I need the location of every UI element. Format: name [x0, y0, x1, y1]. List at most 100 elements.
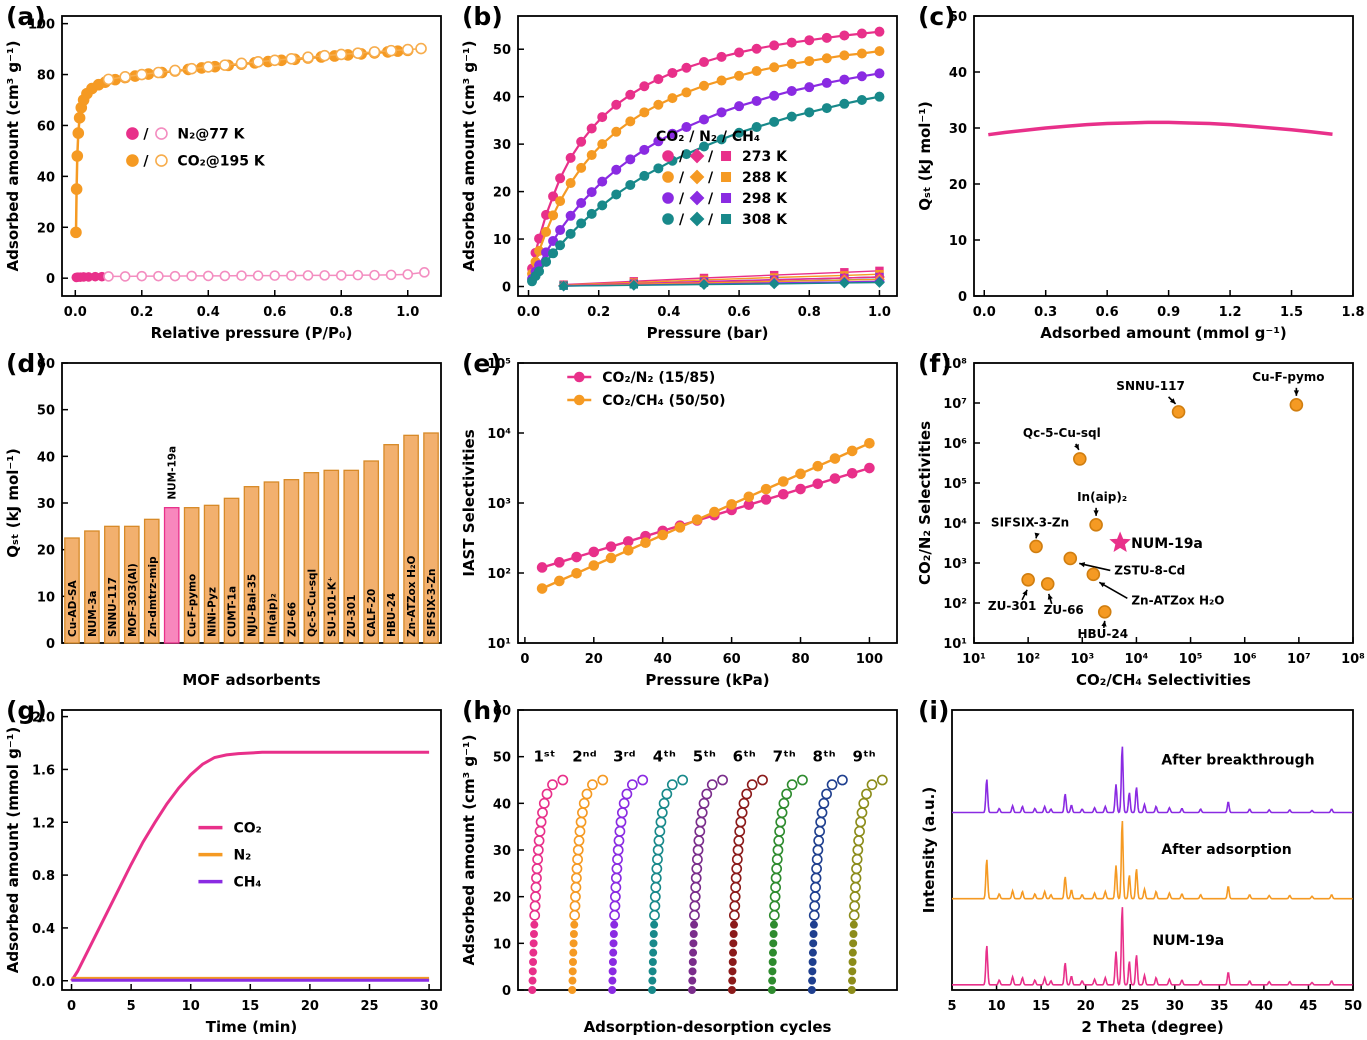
- svg-text:10²: 10²: [943, 597, 967, 612]
- svg-text:/: /: [708, 191, 714, 207]
- svg-text:100: 100: [28, 18, 55, 33]
- svg-text:0.9: 0.9: [1157, 305, 1180, 320]
- svg-text:8ᵗʰ: 8ᵗʰ: [813, 747, 836, 765]
- svg-text:25: 25: [360, 999, 378, 1014]
- svg-text:20: 20: [1077, 999, 1095, 1014]
- svg-text:50: 50: [493, 751, 511, 766]
- svg-text:1.2: 1.2: [1219, 305, 1242, 320]
- svg-text:CO₂/CH₄ Selectivities: CO₂/CH₄ Selectivities: [1076, 671, 1251, 689]
- svg-text:SIFSIX-3-Zn: SIFSIX-3-Zn: [426, 569, 438, 637]
- svg-text:CO₂/CH₄ (50/50): CO₂/CH₄ (50/50): [602, 393, 725, 409]
- panel-c-chart: 0.0 0.3 0.6 0.9 1.2 1.5 1.8 0 10 20 30 40 50 Adsorbed…: [916, 10, 1365, 342]
- panel-g-label: (g): [6, 696, 47, 725]
- svg-text:Pressure (kPa): Pressure (kPa): [645, 671, 769, 689]
- svg-text:SIFSIX-3-Zn: SIFSIX-3-Zn: [991, 515, 1069, 529]
- panel-a-label: (a): [6, 2, 46, 31]
- svg-text:0.0: 0.0: [64, 305, 87, 320]
- svg-text:NUM-19a: NUM-19a: [1131, 536, 1203, 552]
- svg-text:15: 15: [1032, 999, 1050, 1014]
- svg-text:0: 0: [46, 272, 55, 287]
- svg-text:/: /: [679, 191, 685, 207]
- svg-text:0.8: 0.8: [798, 305, 821, 320]
- svg-text:/: /: [708, 170, 714, 186]
- panel-i: (i) 5 10 15 20 25 30 35 40 45 50 2 Theta (degree) I…: [912, 694, 1367, 1040]
- svg-text:5: 5: [127, 999, 136, 1014]
- panel-i-chart: 5 10 15 20 25 30 35 40 45 50 2 Theta (degree) Inten…: [920, 709, 1362, 1036]
- svg-text:50: 50: [1344, 999, 1362, 1014]
- svg-text:Adsorbed amount (cm³ g⁻¹): Adsorbed amount (cm³ g⁻¹): [4, 41, 22, 272]
- panel-g: (g) 0 5 10 15 20 25 30 0.0 0.4 0.8 1.2 1.6 2.0 Time (…: [0, 694, 456, 1040]
- svg-text:0.0: 0.0: [32, 975, 55, 990]
- svg-text:10⁵: 10⁵: [943, 477, 967, 492]
- svg-text:/: /: [143, 127, 149, 143]
- panel-h-label: (h): [462, 696, 503, 725]
- svg-text:ZU-66: ZU-66: [286, 602, 298, 637]
- svg-text:10³: 10³: [943, 557, 967, 572]
- svg-text:In(aip)₂: In(aip)₂: [266, 593, 278, 637]
- svg-text:ZU-301: ZU-301: [346, 595, 358, 637]
- svg-text:1.5: 1.5: [1280, 305, 1303, 320]
- svg-text:50: 50: [493, 43, 511, 58]
- svg-text:10²: 10²: [487, 567, 511, 582]
- svg-text:2ⁿᵈ: 2ⁿᵈ: [572, 747, 596, 765]
- svg-text:0: 0: [520, 652, 529, 667]
- svg-text:ZSTU-8-Cd: ZSTU-8-Cd: [1114, 563, 1185, 577]
- svg-text:10⁴: 10⁴: [1125, 652, 1149, 667]
- svg-text:1.2: 1.2: [32, 816, 55, 831]
- svg-text:Adsorbed amount (cm³ g⁻¹): Adsorbed amount (cm³ g⁻¹): [460, 735, 478, 966]
- panel-f: (f) 10¹ 10² 10³ 10⁴ 10⁵ 10⁶ 10⁷ 10⁸ 10¹ 10² 10³ 10⁴…: [912, 347, 1367, 694]
- svg-text:30: 30: [493, 138, 511, 153]
- svg-text:20: 20: [301, 999, 319, 1014]
- svg-text:10⁷: 10⁷: [1287, 652, 1311, 667]
- svg-text:40: 40: [654, 652, 672, 667]
- svg-text:10⁴: 10⁴: [943, 517, 967, 532]
- svg-text:CO₂/N₂ Selectivities: CO₂/N₂ Selectivities: [916, 421, 934, 585]
- svg-text:Zn-ATZox H₂O: Zn-ATZox H₂O: [1131, 593, 1224, 607]
- svg-text:60: 60: [493, 704, 511, 719]
- svg-text:CO₂: CO₂: [233, 821, 261, 837]
- svg-text:CO₂/N₂ (15/85): CO₂/N₂ (15/85): [602, 370, 715, 386]
- svg-text:MOF adsorbents: MOF adsorbents: [182, 671, 320, 689]
- svg-text:Cu-F-pymo: Cu-F-pymo: [1252, 370, 1324, 384]
- svg-text:5ᵗʰ: 5ᵗʰ: [693, 747, 716, 765]
- svg-text:0.4: 0.4: [657, 305, 680, 320]
- svg-text:0: 0: [502, 984, 511, 999]
- svg-text:35: 35: [1210, 999, 1228, 1014]
- svg-text:MOF-303(Al): MOF-303(Al): [127, 563, 139, 637]
- svg-text:1.6: 1.6: [32, 763, 55, 778]
- svg-text:5: 5: [947, 999, 956, 1014]
- panel-b: (b) 0.0 0.2 0.4 0.6 0.8 1.0 0 10 20 30 40 50 Pressur…: [456, 0, 912, 347]
- svg-text:Pressure (bar): Pressure (bar): [647, 324, 769, 342]
- svg-text:ZU-66: ZU-66: [1044, 603, 1084, 617]
- panel-e: (e) 0 20 40 60 80 100 10¹ 10² 10³ 10⁴ 10⁵ Pressure …: [456, 347, 912, 694]
- panel-a: (a) 0.0 0.2 0.4 0.6 0.8 1.0 0 20 40 60 80 100 Relati…: [0, 0, 456, 347]
- svg-text:/: /: [679, 212, 685, 228]
- svg-text:10⁸: 10⁸: [943, 357, 967, 372]
- svg-text:10⁷: 10⁷: [943, 397, 967, 412]
- svg-text:Qₛₜ (kJ mol⁻¹): Qₛₜ (kJ mol⁻¹): [4, 448, 22, 558]
- svg-text:0: 0: [502, 281, 511, 296]
- svg-text:10¹: 10¹: [487, 637, 511, 652]
- svg-text:7ᵗʰ: 7ᵗʰ: [773, 747, 796, 765]
- svg-text:10⁵: 10⁵: [1179, 652, 1203, 667]
- svg-text:15: 15: [241, 999, 259, 1014]
- svg-text:0.0: 0.0: [973, 305, 996, 320]
- panel-i-label: (i): [918, 696, 950, 725]
- svg-text:Adsorbed amount (cm³ g⁻¹): Adsorbed amount (cm³ g⁻¹): [460, 41, 478, 272]
- svg-text:Relative pressure (P/P₀): Relative pressure (P/P₀): [151, 324, 353, 342]
- svg-text:0.2: 0.2: [587, 305, 610, 320]
- svg-text:/: /: [679, 170, 685, 186]
- svg-text:10⁵: 10⁵: [487, 357, 511, 372]
- svg-text:CALF-20: CALF-20: [366, 589, 378, 637]
- svg-text:10⁶: 10⁶: [943, 437, 967, 452]
- svg-text:45: 45: [1299, 999, 1317, 1014]
- svg-text:After adsorption: After adsorption: [1161, 842, 1291, 858]
- panel-c-label: (c): [918, 2, 956, 31]
- svg-text:60: 60: [37, 357, 55, 372]
- svg-text:40: 40: [37, 450, 55, 465]
- svg-text:80: 80: [791, 652, 809, 667]
- svg-text:20: 20: [37, 544, 55, 559]
- svg-text:60: 60: [37, 119, 55, 134]
- svg-text:CH₄: CH₄: [233, 875, 261, 891]
- panel-a-chart: 0.0 0.2 0.4 0.6 0.8 1.0 0 20 40 60 80 100 Relative p…: [4, 15, 442, 342]
